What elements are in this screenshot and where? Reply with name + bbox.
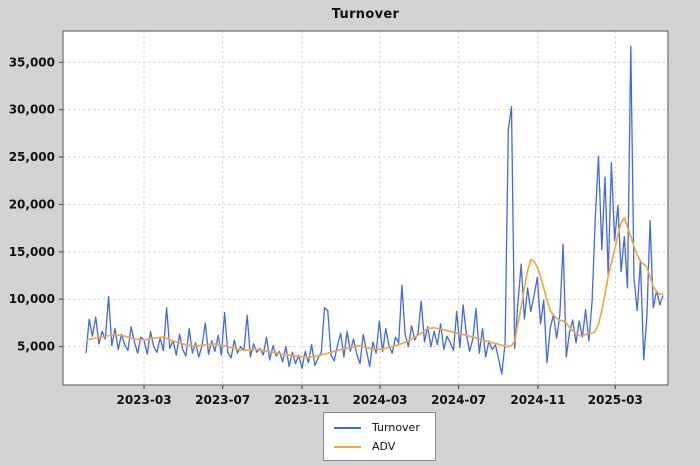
legend-item-turnover: Turnover [324, 418, 435, 437]
y-tick-label: 15,000 [9, 245, 55, 259]
y-tick-label: 20,000 [9, 197, 55, 211]
legend-label-adv: ADV [372, 440, 396, 453]
x-tick-label: 2023-11 [274, 393, 329, 407]
y-tick-label: 5,000 [17, 340, 55, 354]
adv-line-swatch [334, 445, 361, 448]
legend-item-adv: ADV [324, 437, 435, 456]
x-tick-label: 2023-03 [116, 393, 171, 407]
y-tick-label: 25,000 [9, 150, 55, 164]
y-tick-label: 35,000 [9, 55, 55, 69]
x-tick-label: 2024-07 [431, 393, 486, 407]
x-tick-label: 2024-11 [510, 393, 565, 407]
turnover-line-swatch [334, 426, 361, 429]
x-tick-label: 2025-03 [588, 393, 643, 407]
x-tick-label: 2024-03 [352, 393, 407, 407]
legend-label-turnover: Turnover [372, 421, 420, 434]
turnover-line [85, 45, 664, 375]
x-tick-label: 2023-07 [195, 393, 250, 407]
plot-area [63, 31, 668, 385]
chart-title: Turnover [331, 7, 400, 22]
adv-line [85, 216, 664, 358]
legend: Turnover ADV [323, 412, 436, 461]
y-tick-label: 10,000 [9, 292, 55, 306]
axis-frame [62, 30, 669, 386]
y-tick-label: 30,000 [9, 103, 55, 117]
